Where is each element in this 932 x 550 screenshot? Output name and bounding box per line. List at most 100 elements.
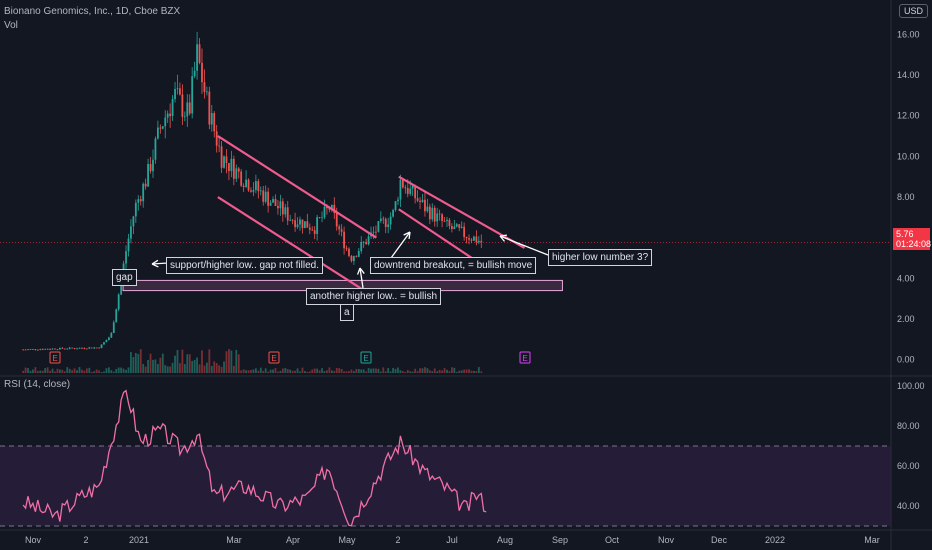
candle-body	[365, 241, 368, 245]
candle-body	[338, 226, 341, 230]
candle-body	[225, 156, 228, 163]
volume-bar	[362, 369, 365, 373]
volume-bar	[419, 368, 421, 373]
candle-body	[399, 179, 402, 200]
candle-body	[125, 251, 127, 264]
volume-bar	[196, 357, 198, 373]
candle-body	[232, 158, 235, 179]
volume-bar	[237, 354, 240, 373]
volume-bar	[169, 366, 172, 373]
volume-bar	[90, 371, 93, 373]
volume-bar	[127, 367, 130, 373]
volume-bar	[203, 365, 206, 373]
volume-bar	[259, 367, 262, 373]
volume-bar	[274, 368, 277, 373]
candle-body	[41, 349, 44, 351]
candle-body	[90, 347, 93, 349]
volume-bar	[340, 369, 343, 373]
volume-bar	[164, 365, 167, 373]
candle-body	[247, 179, 250, 191]
candle-body	[147, 163, 149, 187]
volume-bar	[44, 368, 47, 373]
candle-body	[318, 217, 321, 218]
candle-body	[230, 158, 233, 172]
volume-bar	[399, 370, 402, 373]
volume-bar	[88, 367, 91, 373]
volume-bar	[112, 371, 115, 373]
channel-line-lower	[398, 208, 479, 264]
candle-body	[333, 204, 336, 214]
currency-badge[interactable]: USD	[899, 4, 929, 18]
volume-bar	[134, 352, 137, 373]
volume-bar	[436, 371, 439, 373]
candle-body	[66, 348, 69, 350]
candle-body	[277, 205, 279, 209]
volume-bar	[27, 368, 29, 373]
annotation-arrowhead	[499, 234, 508, 237]
volume-bar	[78, 367, 81, 373]
rsi-tick-label: 100.00	[897, 381, 925, 391]
candle-body	[397, 199, 399, 202]
annotation-arrowhead	[408, 231, 411, 240]
candle-body	[257, 181, 260, 192]
candle-body	[130, 226, 132, 239]
volume-bar	[401, 371, 404, 373]
volume-bar	[232, 365, 235, 373]
volume-bar	[193, 359, 196, 373]
candle-body	[208, 91, 211, 125]
volume-bar	[252, 369, 255, 373]
candle-body	[323, 206, 326, 218]
candle-body	[171, 99, 174, 117]
volume-bar	[372, 368, 375, 373]
candle-body	[303, 221, 306, 229]
earnings-marker	[519, 351, 531, 364]
volume-bar	[262, 370, 265, 373]
volume-bar	[357, 368, 360, 373]
volume-bar	[73, 368, 76, 373]
time-tick-label: 2	[83, 535, 88, 545]
candle-body	[85, 348, 88, 350]
annotation-breakout: downtrend breakout, = bullish move	[370, 257, 537, 274]
candle-body	[306, 221, 309, 228]
price-tick-label: 8.00	[897, 192, 915, 202]
volume-bar	[205, 362, 208, 373]
volume-bar	[149, 353, 152, 373]
candle-body	[51, 348, 54, 350]
volume-bar	[117, 367, 120, 373]
candle-body	[213, 113, 216, 132]
volume-bar	[36, 371, 39, 373]
volume-bar	[267, 371, 270, 373]
candle-body	[58, 347, 61, 350]
candle-body	[237, 168, 240, 172]
annotation-arrow	[499, 235, 549, 256]
annotation-arrowhead	[359, 267, 365, 274]
time-tick-label: 2022	[765, 535, 785, 545]
candle-body	[132, 216, 135, 227]
volume-bar	[235, 349, 238, 373]
volume-bar	[443, 368, 446, 373]
volume-bar	[470, 370, 473, 373]
candle-body	[289, 219, 292, 221]
time-tick-label: 2	[395, 535, 400, 545]
annotation-arrowhead	[356, 267, 361, 275]
volume-bar	[453, 367, 456, 373]
candle-body	[34, 349, 37, 350]
candle-body	[406, 188, 409, 194]
candle-body	[112, 322, 115, 333]
candle-body	[272, 199, 274, 203]
volume-bar	[389, 371, 392, 373]
volume-bar	[132, 357, 135, 373]
candle-body	[436, 213, 439, 222]
volume-bar	[450, 367, 453, 373]
volume-bar	[416, 371, 419, 373]
volume-bar	[458, 370, 461, 373]
volume-bar	[22, 370, 25, 373]
candle-body	[475, 236, 478, 243]
candle-body	[433, 207, 436, 222]
candle-body	[360, 242, 363, 252]
volume-bar	[174, 355, 176, 373]
volume-bar	[39, 370, 42, 373]
candle-body	[458, 224, 461, 228]
candle-body	[137, 199, 140, 203]
volume-bar	[411, 371, 414, 373]
